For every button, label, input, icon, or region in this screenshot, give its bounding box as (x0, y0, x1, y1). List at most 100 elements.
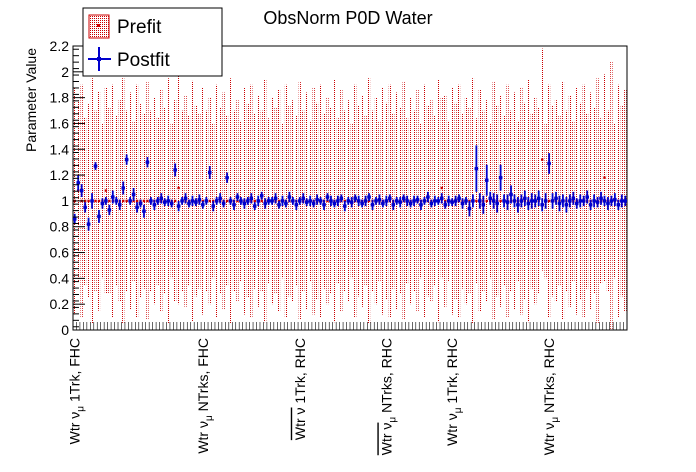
postfit-point (491, 199, 496, 203)
postfit-point (339, 196, 344, 201)
postfit-point (221, 201, 226, 206)
prefit-point (142, 199, 146, 203)
postfit-point (543, 199, 548, 203)
x-bin-label: Wtr νμ NTrks, RHC (378, 338, 398, 455)
postfit-point (90, 199, 94, 203)
y-tick-label: 1.2 (50, 167, 70, 183)
postfit-point (97, 214, 101, 219)
postfit-point (239, 199, 243, 203)
prefit-point (108, 199, 111, 203)
y-tick-label: 0.4 (50, 270, 70, 286)
postfit-point (377, 197, 382, 202)
y-tick-label: 2.2 (50, 38, 70, 54)
x-bin-label: Wtr νμ 1Trk, RHC (444, 338, 464, 446)
postfit-point (114, 199, 118, 203)
postfit-point (623, 199, 627, 203)
postfit-point (374, 199, 378, 203)
postfit-point (464, 199, 468, 203)
postfit-point (398, 200, 402, 204)
postfit-point (280, 199, 285, 203)
postfit-point (298, 199, 302, 203)
postfit-point (152, 203, 157, 207)
postfit-point (332, 201, 337, 206)
prefit-point (603, 176, 606, 179)
postfit-point (485, 178, 489, 182)
postfit-point (111, 195, 115, 199)
postfit-point (138, 201, 143, 206)
y-tick-label: 1 (61, 193, 69, 209)
postfit-point (502, 199, 506, 203)
postfit-point (135, 205, 139, 210)
postfit-point (204, 199, 209, 203)
postfit-point (301, 196, 305, 201)
postfit-point (311, 201, 316, 206)
postfit-point (481, 203, 486, 207)
postfit-point (201, 203, 205, 207)
postfit-point (388, 196, 392, 201)
postfit-point (273, 196, 278, 201)
x-bin-label: Wtr ν 1Trk, RHC (292, 338, 308, 440)
postfit-point (443, 203, 447, 207)
postfit-point (395, 199, 399, 203)
x-bin-label: Wtr νμ NTrks, RHC (541, 338, 561, 455)
postfit-point (606, 201, 610, 206)
postfit-point (564, 203, 569, 207)
postfit-point (478, 199, 482, 203)
y-tick-label: 2 (61, 64, 69, 80)
y-tick-label: 1.4 (50, 141, 70, 157)
postfit-point (495, 201, 499, 206)
postfit-point (353, 196, 357, 201)
postfit-point (602, 199, 607, 203)
prefit-point (260, 199, 263, 203)
prefit-point (485, 199, 488, 203)
postfit-point (73, 217, 77, 221)
postfit-point (242, 201, 247, 206)
postfit-point (415, 197, 420, 202)
postfit-point (450, 200, 454, 204)
postfit-series (73, 145, 627, 231)
prefit-point (253, 199, 256, 203)
postfit-point (343, 204, 347, 208)
postfit-point (578, 199, 582, 203)
postfit-point (235, 195, 240, 199)
postfit-point (173, 168, 177, 172)
postfit-point (336, 199, 340, 203)
prefit-point (540, 158, 544, 161)
postfit-point (190, 199, 195, 203)
postfit-point (246, 199, 250, 203)
postfit-point (568, 199, 572, 203)
postfit-point (554, 196, 558, 201)
prefit-point (104, 189, 108, 192)
postfit-point (166, 199, 170, 203)
postfit-point (436, 199, 440, 203)
postfit-point (270, 199, 274, 203)
postfit-point (609, 199, 614, 203)
postfit-point (467, 206, 472, 211)
y-tick-label: 0 (61, 322, 69, 338)
prefit-point (225, 199, 229, 203)
postfit-point (325, 195, 330, 199)
y-tick-label: 0.2 (50, 296, 70, 312)
postfit-point (263, 201, 267, 206)
postfit-point (474, 166, 479, 171)
postfit-point (446, 199, 451, 203)
postfit-point (588, 203, 593, 207)
postfit-point (187, 201, 191, 206)
postfit-point (616, 203, 621, 207)
postfit-point (124, 157, 129, 162)
postfit-point (405, 199, 409, 203)
postfit-point (599, 196, 603, 201)
postfit-point (363, 199, 368, 203)
postfit-point (194, 200, 198, 204)
postfit-point (370, 203, 375, 207)
prefit-point (94, 199, 97, 203)
postfit-point (571, 196, 576, 201)
postfit-point (346, 199, 350, 203)
postfit-point (533, 199, 537, 203)
postfit-point (107, 208, 112, 212)
postfit-point (419, 203, 423, 207)
postfit-point (315, 197, 319, 202)
postfit-point (412, 199, 416, 203)
postfit-point (79, 188, 84, 193)
prefit-series (73, 48, 627, 331)
